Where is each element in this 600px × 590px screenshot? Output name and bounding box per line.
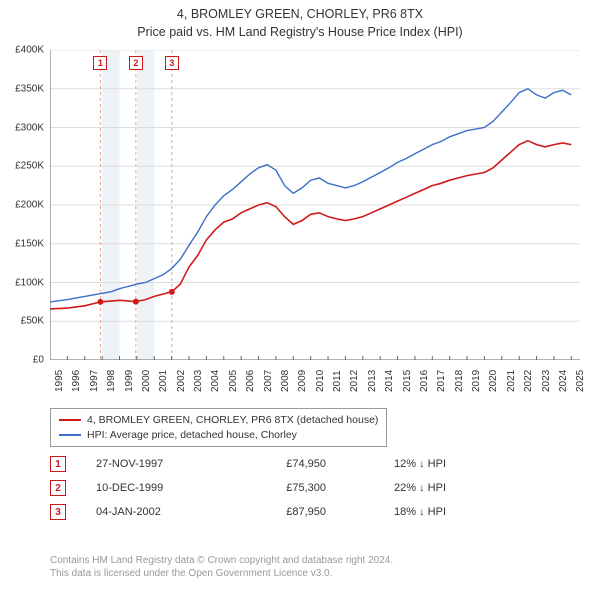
- marker-number-box: 3: [50, 504, 66, 520]
- chart-marker-2: 2: [129, 56, 143, 70]
- y-tick-label: £300K: [15, 122, 44, 133]
- y-tick-label: £50K: [21, 316, 44, 327]
- legend-swatch: [59, 419, 81, 421]
- marker-diff: 18% ↓ HPI: [356, 506, 446, 518]
- x-tick-label: 2023: [541, 370, 552, 392]
- legend-row: HPI: Average price, detached house, Chor…: [59, 428, 378, 443]
- marker-row: 1 27-NOV-1997 £74,950 12% ↓ HPI: [50, 452, 446, 476]
- x-tick-label: 2002: [176, 370, 187, 392]
- x-tick-label: 1999: [124, 370, 135, 392]
- chart-container: 4, BROMLEY GREEN, CHORLEY, PR6 8TX Price…: [0, 0, 600, 590]
- x-tick-label: 2022: [523, 370, 534, 392]
- x-tick-label: 1996: [71, 370, 82, 392]
- x-tick-label: 2003: [193, 370, 204, 392]
- x-tick-label: 2007: [263, 370, 274, 392]
- x-tick-label: 2010: [315, 370, 326, 392]
- y-tick-label: £200K: [15, 200, 44, 211]
- marker-price: £87,950: [236, 506, 326, 518]
- x-tick-label: 2009: [297, 370, 308, 392]
- x-tick-label: 2025: [575, 370, 586, 392]
- y-tick-label: £100K: [15, 277, 44, 288]
- x-tick-label: 1997: [89, 370, 100, 392]
- footer-attribution: Contains HM Land Registry data © Crown c…: [50, 554, 393, 580]
- legend-label: HPI: Average price, detached house, Chor…: [87, 428, 297, 443]
- x-tick-label: 2017: [436, 370, 447, 392]
- marker-price: £75,300: [236, 482, 326, 494]
- x-tick-label: 2015: [402, 370, 413, 392]
- marker-diff: 12% ↓ HPI: [356, 458, 446, 470]
- x-tick-label: 2016: [419, 370, 430, 392]
- legend-row: 4, BROMLEY GREEN, CHORLEY, PR6 8TX (deta…: [59, 413, 378, 428]
- marker-date: 27-NOV-1997: [96, 458, 206, 470]
- x-tick-label: 2000: [141, 370, 152, 392]
- x-tick-label: 2021: [506, 370, 517, 392]
- x-tick-label: 2014: [384, 370, 395, 392]
- chart-marker-3: 3: [165, 56, 179, 70]
- x-tick-label: 2004: [210, 370, 221, 392]
- x-tick-label: 2001: [158, 370, 169, 392]
- title-line2: Price paid vs. HM Land Registry's House …: [0, 24, 600, 42]
- x-axis-labels: 1995 1996 1997 1998 1999 2000 2001 2002 2003 2004…: [50, 362, 580, 402]
- x-tick-label: 2020: [488, 370, 499, 392]
- x-tick-label: 2012: [349, 370, 360, 392]
- legend-swatch: [59, 434, 81, 436]
- y-tick-label: £0: [33, 355, 44, 366]
- x-tick-label: 2005: [228, 370, 239, 392]
- footer-line2: This data is licensed under the Open Gov…: [50, 567, 393, 580]
- x-tick-label: 2019: [471, 370, 482, 392]
- y-tick-label: £400K: [15, 45, 44, 56]
- marker-price: £74,950: [236, 458, 326, 470]
- x-tick-label: 1995: [54, 370, 65, 392]
- title-block: 4, BROMLEY GREEN, CHORLEY, PR6 8TX Price…: [0, 0, 600, 41]
- marker-date: 04-JAN-2002: [96, 506, 206, 518]
- footer-line1: Contains HM Land Registry data © Crown c…: [50, 554, 393, 567]
- x-tick-label: 2024: [558, 370, 569, 392]
- marker-table: 1 27-NOV-1997 £74,950 12% ↓ HPI 2 10-DEC-1999…: [50, 452, 446, 524]
- x-tick-label: 1998: [106, 370, 117, 392]
- legend-label: 4, BROMLEY GREEN, CHORLEY, PR6 8TX (deta…: [87, 413, 378, 428]
- marker-row: 3 04-JAN-2002 £87,950 18% ↓ HPI: [50, 500, 446, 524]
- title-line1: 4, BROMLEY GREEN, CHORLEY, PR6 8TX: [0, 6, 600, 24]
- x-tick-label: 2013: [367, 370, 378, 392]
- chart-svg: [50, 50, 580, 360]
- marker-date: 10-DEC-1999: [96, 482, 206, 494]
- y-tick-label: £250K: [15, 161, 44, 172]
- y-axis-labels: £0£50K£100K£150K£200K£250K£300K£350K£400…: [0, 50, 48, 360]
- x-tick-label: 2018: [454, 370, 465, 392]
- chart-marker-1: 1: [93, 56, 107, 70]
- marker-diff: 22% ↓ HPI: [356, 482, 446, 494]
- y-tick-label: £350K: [15, 83, 44, 94]
- y-tick-label: £150K: [15, 238, 44, 249]
- chart-plot-area: 1 2 3: [50, 50, 580, 360]
- x-tick-label: 2011: [332, 370, 343, 392]
- marker-row: 2 10-DEC-1999 £75,300 22% ↓ HPI: [50, 476, 446, 500]
- x-tick-label: 2006: [245, 370, 256, 392]
- marker-number-box: 2: [50, 480, 66, 496]
- legend: 4, BROMLEY GREEN, CHORLEY, PR6 8TX (deta…: [50, 408, 387, 447]
- marker-number-box: 1: [50, 456, 66, 472]
- x-tick-label: 2008: [280, 370, 291, 392]
